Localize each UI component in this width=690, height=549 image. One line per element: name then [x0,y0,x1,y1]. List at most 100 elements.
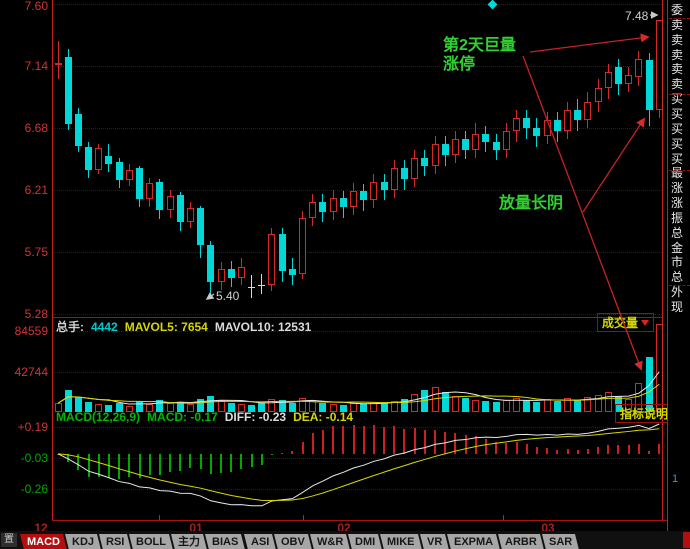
tab-label: BOLL [136,536,167,548]
tab-rsi[interactable]: RSI [99,534,132,549]
right-axis-line [662,0,663,520]
volume-bar [564,398,571,412]
macd-histogram-bar [220,453,223,474]
sidebar-quote-label: 卖 [671,77,684,92]
macd-histogram-bar [413,428,416,454]
tab-boll[interactable]: BOLL [129,534,174,549]
tab-kdj[interactable]: KDJ [65,534,102,549]
volume-badge[interactable]: 成交量 [597,313,655,332]
candle-body [227,268,235,278]
volume-bar [258,402,266,412]
volume-bar [227,402,235,412]
candle-wick [251,275,253,298]
price-gridline [52,128,662,129]
candle-body [574,109,582,121]
tab-asi[interactable]: ASI [243,534,276,549]
tab-strip-corner-icon[interactable]: 置 [1,533,17,547]
candle-body [309,201,317,218]
price-axis-label: 6.21 [24,183,48,197]
macd-histogram-bar [495,442,498,454]
sidebar-quote-label: 振 [671,210,684,225]
volume-bar [604,392,612,412]
candle-body [166,196,174,210]
macd-histogram-bar [281,452,284,454]
low-price-marker: 5.40 [216,289,240,303]
high-price-marker: 7.48 [625,9,649,23]
annotation-limit-up-line2: 涨停 [443,56,476,73]
macd-histogram-bar [209,453,212,474]
macd-histogram-bar [444,432,447,454]
tab-bias[interactable]: BIAS [205,534,246,549]
indicator-tab-bar: 置 MACD KDJ RSI BOLL 主力 BIAS ASI OBV W&R DMI MIKE VR E… [0,531,690,549]
volume-bar [176,401,184,412]
sidebar-quote-label: 买 [671,136,684,151]
macd-histogram-bar [535,447,538,454]
macd-histogram-bar [240,453,243,469]
macd-histogram-bar [648,451,651,454]
tab-bar-corner-red[interactable] [683,532,690,548]
macd-histogram-bar [383,427,386,454]
tab-arbr[interactable]: ARBR [498,534,544,549]
tab-label: VR [426,536,443,548]
candle-body [197,208,205,245]
sidebar-quote-label: 涨 [671,196,684,211]
tab-macd[interactable]: MACD [20,534,67,549]
volume-bar [319,403,327,412]
sidebar-quote-label: 市 [671,255,684,270]
tab-vr[interactable]: VR [419,534,450,549]
macd-histogram-bar [423,430,426,454]
volume-bar [278,400,286,412]
tab-sar[interactable]: SAR [541,534,580,549]
tab-mike[interactable]: MIKE [380,534,422,549]
sidebar-quote-label: 涨 [671,181,684,196]
volume-axis-label: 42744 [14,365,48,379]
volume-bar [360,403,368,412]
macd-axis-label: +0.19 [17,420,48,434]
candle-body [451,138,459,155]
tab-label: ASI [250,536,269,548]
sidebar-quote-label: 最 [671,166,684,181]
collapse-triangle-icon[interactable] [641,319,650,326]
tab-label: BIAS [212,536,239,548]
tab-expma[interactable]: EXPMA [447,534,501,549]
volume-bar [146,404,154,412]
candle-body [54,62,62,66]
macd-histogram-bar [148,453,151,475]
volume-bar [237,404,245,412]
macd-histogram-bar [464,435,467,454]
candle-body [564,109,571,131]
candle-body [594,88,602,102]
tab-wr[interactable]: W&R [309,534,351,549]
candle-body [533,128,541,137]
macd-histogram-bar [484,438,487,454]
volume-gridline [52,331,662,332]
macd-histogram-bar [250,453,253,468]
macd-histogram-bar [230,453,233,473]
macd-histogram-bar [332,426,335,454]
volume-bar [543,399,551,412]
macd-histogram-bar [607,444,610,454]
volume-bar [115,403,123,412]
macd-header-item: DEA: -0.14 [293,410,354,424]
sidebar-quote-label: 卖 [671,47,684,62]
tab-label: ARBR [505,536,537,548]
tab-dmi[interactable]: DMI [348,534,383,549]
volume-bar [370,402,378,412]
candle-body [156,181,164,210]
indicator-help-badge[interactable]: 指标说明 [615,404,674,423]
macd-histogram-bar [270,453,273,455]
macd-header: MACD(12,26,9) MACD: -0.17 DIFF: -0.23 DEA: … [56,410,360,424]
candle-body [64,57,72,125]
tab-主力[interactable]: 主力 [171,534,208,549]
volume-bar [156,400,164,412]
left-axis-line [52,0,53,520]
candle-body [502,130,510,150]
price-axis-label: 5.28 [24,307,48,321]
tab-obv[interactable]: OBV [273,534,312,549]
price-gridline [52,314,662,315]
volume-bar [411,394,419,412]
sidebar-quote-label: 委 [671,3,684,17]
volume-bar [339,404,347,412]
macd-histogram-bar [597,447,600,454]
macd-histogram-bar [362,426,365,454]
